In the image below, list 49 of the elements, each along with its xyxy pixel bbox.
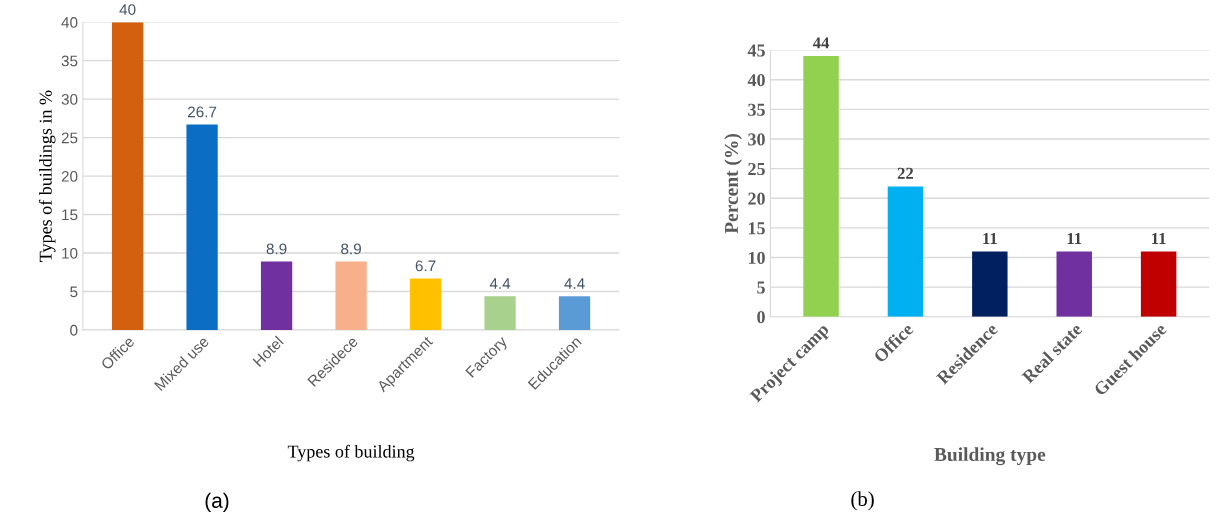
- y-tick-label: 15: [748, 222, 765, 235]
- bar: [335, 261, 367, 330]
- data-label: 11: [983, 232, 997, 244]
- y-tick-label: 45: [747, 44, 765, 57]
- data-label: 8.9: [341, 243, 361, 255]
- bar: [972, 251, 1008, 317]
- bar: [1140, 251, 1177, 317]
- bar: [803, 56, 839, 317]
- y-tick-label: 25: [61, 132, 78, 144]
- data-label: 11: [1152, 232, 1166, 244]
- bar: [887, 186, 924, 317]
- x-axis-title: Building type: [934, 447, 1046, 466]
- bar: [1056, 251, 1092, 317]
- y-tick-label: 20: [61, 170, 78, 182]
- y-tick-label: 5: [70, 286, 78, 298]
- data-label: 6.7: [415, 260, 436, 272]
- y-tick-label: 0: [70, 324, 78, 336]
- data-label: 11: [1067, 232, 1082, 244]
- y-tick-label: 30: [61, 94, 78, 105]
- data-label: 44: [812, 37, 830, 49]
- y-tick-label: 30: [748, 133, 765, 146]
- data-label: 4.4: [564, 278, 585, 289]
- data-label: 4.4: [489, 278, 511, 289]
- bar: [484, 296, 516, 330]
- data-label: 8.9: [266, 243, 287, 255]
- y-tick-label: 10: [748, 251, 765, 264]
- y-tick-label: 35: [61, 55, 78, 67]
- y-tick-label: 10: [62, 247, 78, 259]
- text: (b): [851, 491, 874, 511]
- y-axis-title: Percent (%): [724, 134, 742, 234]
- data-label: 26.7: [187, 106, 217, 118]
- y-tick-label: 25: [748, 162, 765, 176]
- y-tick-label: 5: [757, 281, 765, 294]
- bar: [409, 278, 442, 330]
- bar: [111, 22, 144, 330]
- bar: [558, 296, 591, 330]
- data-label: 40: [119, 4, 136, 15]
- bar: [186, 124, 218, 330]
- y-axis-title: Types of buildings in %: [38, 90, 56, 262]
- y-tick-label: 0: [757, 311, 765, 324]
- y-tick-label: 35: [748, 103, 765, 116]
- y-tick-label: 40: [747, 74, 765, 87]
- y-tick-label: 40: [61, 17, 78, 28]
- text: (a): [205, 492, 229, 513]
- bar: [260, 261, 293, 330]
- data-label: 22: [897, 167, 914, 179]
- y-tick-label: 20: [748, 192, 765, 205]
- x-axis-title: Types of building: [287, 444, 415, 462]
- y-tick-label: 15: [62, 209, 78, 221]
